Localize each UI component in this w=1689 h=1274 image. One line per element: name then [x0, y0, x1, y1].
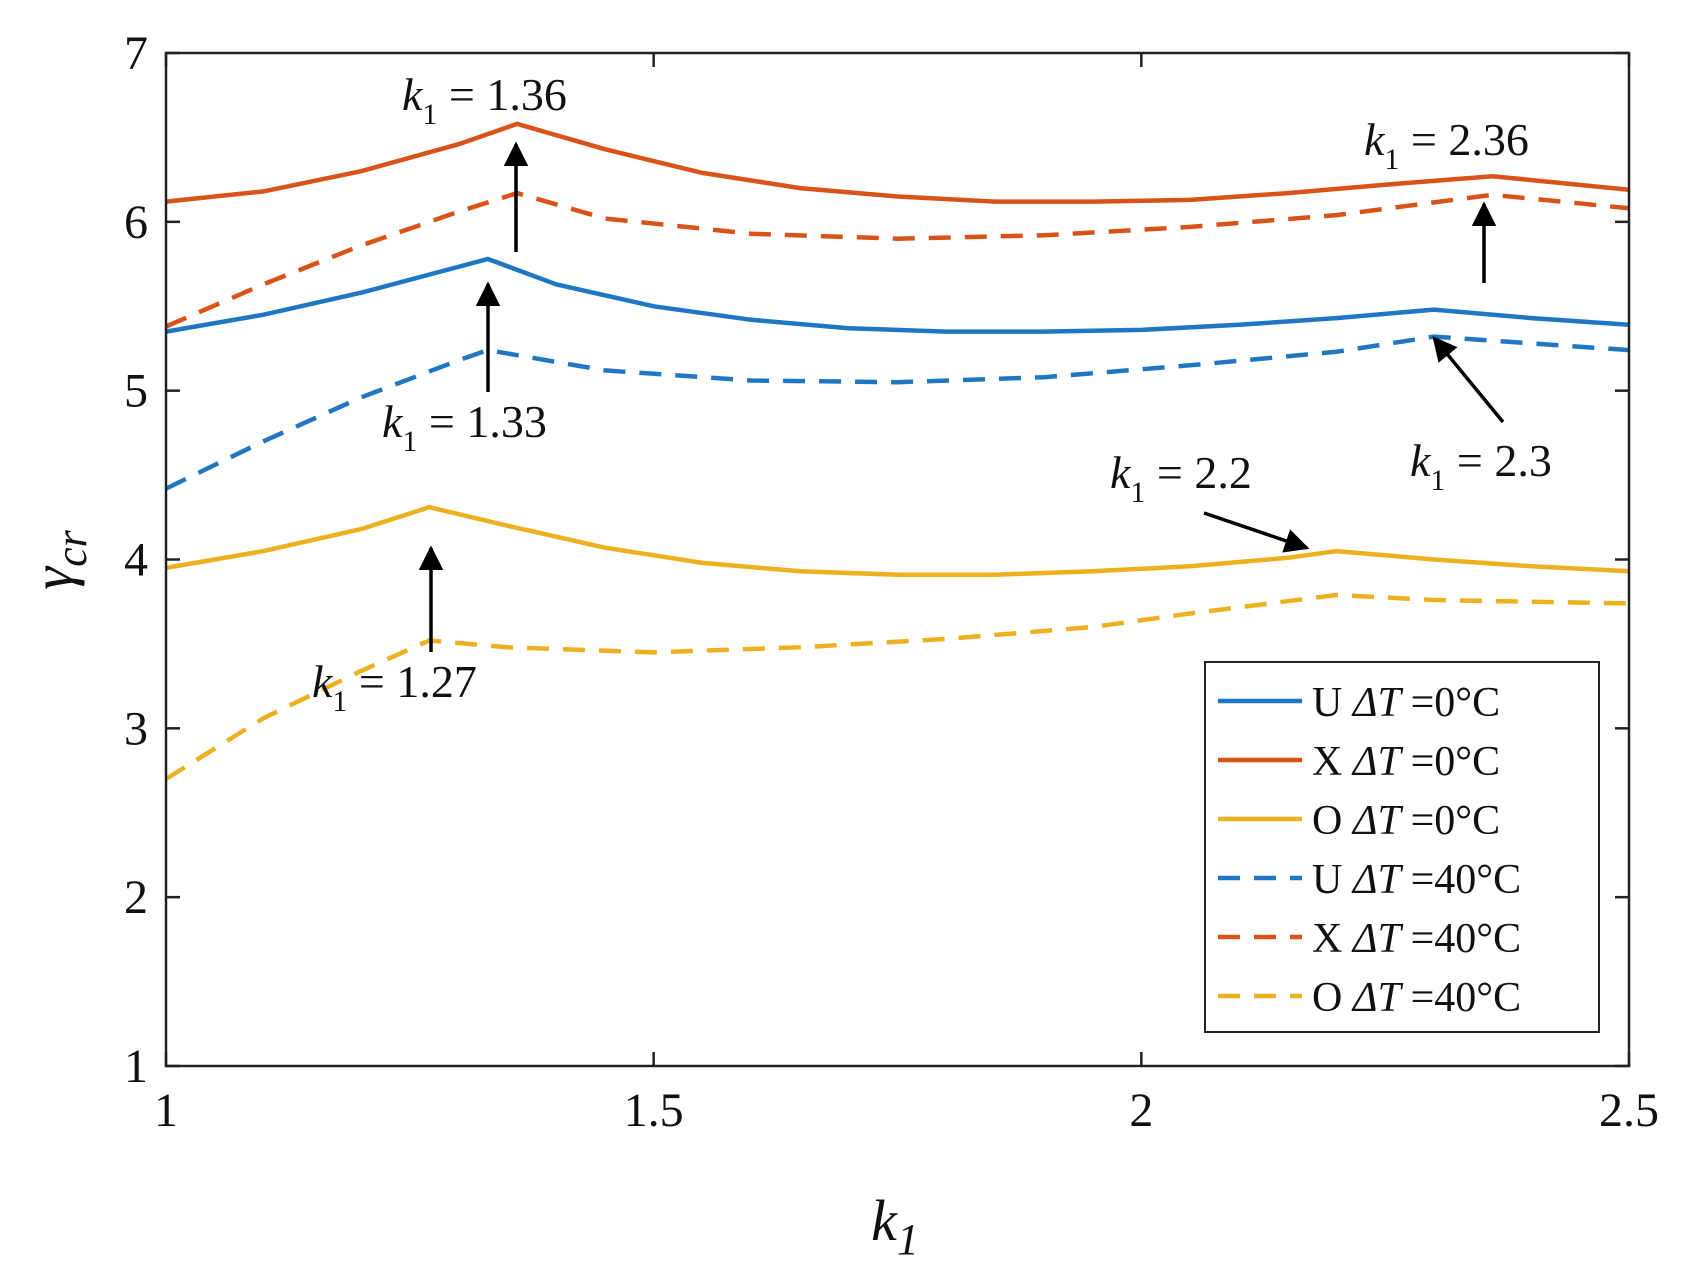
- annotation-subscript: 1: [422, 98, 437, 131]
- legend-prefix: O: [1312, 798, 1353, 844]
- annotation-label: k1 = 1.36: [402, 69, 567, 131]
- annotation-subscript: 1: [1430, 464, 1445, 497]
- legend-delta: ΔT: [1351, 798, 1411, 844]
- x-tick-label: 1.5: [624, 1084, 684, 1137]
- legend-delta: ΔT: [1351, 680, 1411, 726]
- x-tick-label: 2.5: [1599, 1084, 1659, 1137]
- annotation-subscript: 1: [1130, 476, 1145, 509]
- y-axis-title: γcr: [20, 529, 96, 589]
- y-axis-title-subscript: cr: [47, 529, 96, 567]
- legend-delta-value: =40°C: [1411, 916, 1522, 962]
- annotation-variable: k: [1364, 114, 1386, 165]
- annotation-label: k1 = 2.36: [1364, 114, 1529, 176]
- annotation-label: k1 = 2.3: [1410, 435, 1552, 497]
- annotation-subscript: 1: [1384, 143, 1399, 176]
- annotation-variable: k: [1410, 435, 1432, 486]
- annotation-arrow: [1432, 336, 1505, 424]
- legend-prefix: U: [1312, 857, 1353, 903]
- legend-label: U ΔT =0°C: [1312, 680, 1500, 726]
- annotation-subscript: 1: [332, 685, 347, 718]
- series-line-0: [165, 256, 1630, 334]
- y-tick-label: 5: [124, 365, 148, 418]
- series-line-4: [165, 190, 1630, 329]
- legend-label: X ΔT =40°C: [1312, 916, 1521, 962]
- annotation-arrow: [1203, 511, 1310, 553]
- legend-label: O ΔT =0°C: [1312, 798, 1500, 844]
- legend-label: X ΔT =0°C: [1312, 739, 1500, 785]
- annotation-label: k1 = 1.33: [382, 396, 547, 458]
- annotation-value: = 1.36: [437, 69, 566, 120]
- legend-delta-value: =40°C: [1411, 857, 1522, 903]
- y-tick-label: 6: [124, 196, 148, 249]
- y-axis-title-base: γ: [20, 565, 85, 590]
- ticks-layer: 1 1.5 2 2.5 1 2 3 4 5 6 7: [124, 27, 1659, 1137]
- x-axis-title-base: k: [871, 1188, 898, 1253]
- y-tick-label: 4: [124, 534, 148, 587]
- series-line-5: [164, 592, 1630, 781]
- legend-label: O ΔT =40°C: [1312, 975, 1521, 1021]
- annotation-label: k1 = 1.27: [312, 656, 477, 718]
- annotation-variable: k: [402, 69, 424, 120]
- legend-delta-value: =0°C: [1411, 798, 1501, 844]
- annotation-subscript: 1: [402, 425, 417, 458]
- legend-box: [1204, 661, 1600, 1033]
- annotation-variable: k: [382, 396, 404, 447]
- annotation-value: = 2.2: [1145, 447, 1251, 498]
- legend-label: U ΔT =40°C: [1312, 857, 1521, 903]
- legend-prefix: U: [1312, 680, 1353, 726]
- legend-prefix: X: [1312, 916, 1353, 962]
- x-tick-label: 1: [154, 1084, 178, 1137]
- legend-delta-value: =0°C: [1411, 739, 1501, 785]
- annotation-value: = 1.33: [417, 396, 546, 447]
- annotation-value: = 2.3: [1445, 435, 1551, 486]
- legend-prefix: O: [1312, 975, 1353, 1021]
- series-line-1: [165, 121, 1630, 204]
- y-tick-label: 1: [124, 1040, 148, 1093]
- annotation-label: k1 = 2.2: [1110, 447, 1252, 509]
- series-layer: [164, 121, 1630, 781]
- series-line-2: [165, 504, 1630, 577]
- legend-delta-value: =0°C: [1411, 680, 1501, 726]
- y-tick-label: 7: [124, 27, 148, 80]
- x-axis-title-subscript: 1: [897, 1215, 919, 1264]
- legend: U ΔT =0°CX ΔT =0°CO ΔT =0°CU ΔT =40°CX Δ…: [1204, 661, 1600, 1033]
- x-tick-label: 2: [1129, 1084, 1153, 1137]
- x-axis-title: k1: [871, 1188, 919, 1264]
- legend-delta: ΔT: [1351, 739, 1411, 785]
- legend-delta: ΔT: [1351, 916, 1411, 962]
- legend-delta-value: =40°C: [1411, 975, 1522, 1021]
- series-line-3: [165, 334, 1630, 491]
- legend-prefix: X: [1312, 739, 1353, 785]
- annotation-value: = 2.36: [1399, 114, 1528, 165]
- legend-delta: ΔT: [1351, 857, 1411, 903]
- y-tick-label: 2: [124, 871, 148, 924]
- annotation-variable: k: [312, 656, 334, 707]
- annotation-value: = 1.27: [347, 656, 476, 707]
- annotation-variable: k: [1110, 447, 1132, 498]
- legend-delta: ΔT: [1351, 975, 1411, 1021]
- y-tick-label: 3: [124, 702, 148, 755]
